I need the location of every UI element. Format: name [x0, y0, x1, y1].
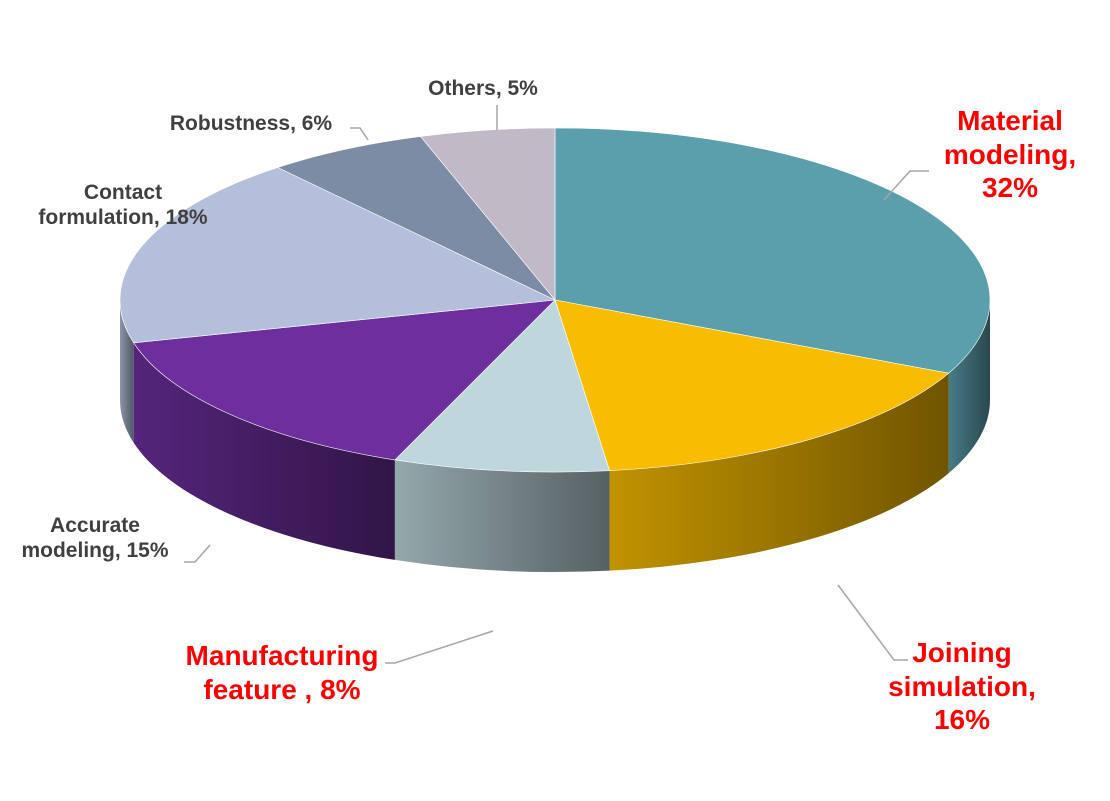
label-manufacturing-feature: Manufacturing feature , 8% — [185, 640, 379, 705]
pie-slice-manufacturing-feature — [394, 299, 610, 473]
leader-line — [385, 630, 494, 664]
pie-slice-material-modeling — [554, 127, 991, 374]
pie-slice-others — [420, 127, 556, 301]
label-accurate-modeling: Accurate modeling, 15% — [21, 514, 169, 563]
pie-slice-robustness — [276, 136, 556, 301]
pie-slice-accurate-modeling — [133, 299, 556, 461]
leader-line — [350, 127, 369, 141]
label-robustness: Robustness, 6% — [169, 112, 333, 135]
label-contact-formulation: Contact formulation, 18% — [38, 181, 208, 230]
leader-line — [883, 170, 929, 201]
pie-side-manufacturing-feature — [394, 459, 610, 572]
label-material-modeling: Material modeling, 32% — [943, 105, 1077, 204]
pie-slice-contact-formulation — [119, 167, 557, 344]
pie-side-joining-simulation — [609, 373, 949, 571]
pie-side-contact-formulation — [120, 300, 134, 443]
pie-side-material-modeling — [948, 300, 990, 474]
label-others: Others, 5% — [428, 77, 538, 100]
label-joining-simulation: Joining simulation, 16% — [888, 637, 1036, 736]
pie-slice-joining-simulation — [554, 299, 950, 471]
leader-line — [837, 584, 908, 661]
leader-line — [184, 544, 211, 563]
pie-side-accurate-modeling — [133, 342, 395, 560]
